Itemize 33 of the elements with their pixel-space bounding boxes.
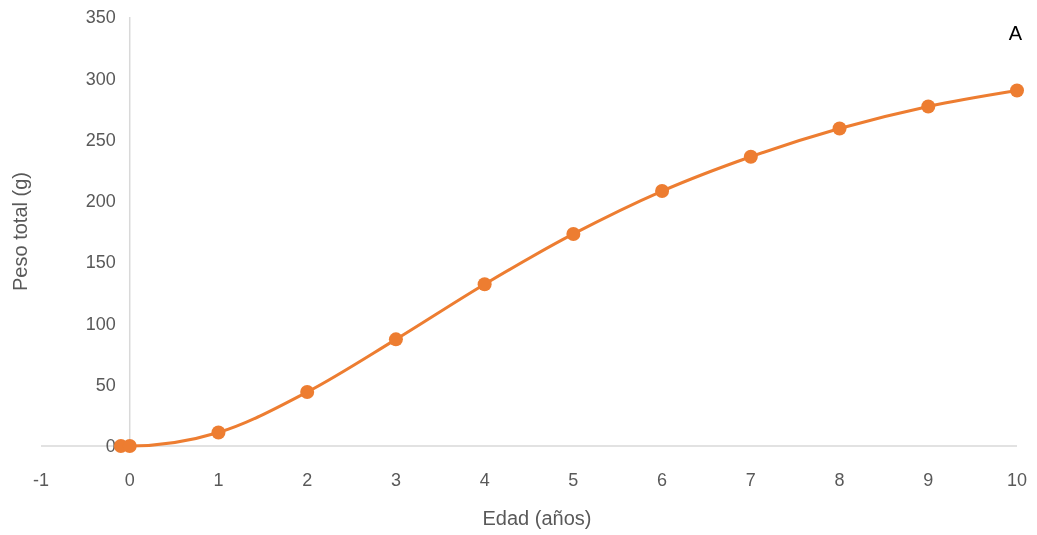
x-tick-label: 6 bbox=[657, 470, 668, 490]
y-tick-label: 200 bbox=[85, 191, 116, 212]
x-tick-label: 9 bbox=[923, 470, 934, 490]
point bbox=[566, 226, 581, 241]
x-tick-label: 8 bbox=[834, 470, 845, 490]
y-tick-label: 250 bbox=[85, 129, 116, 150]
x-tick-label: 5 bbox=[568, 470, 579, 490]
x-tick-label: 0 bbox=[124, 470, 135, 490]
y-tick-label: 50 bbox=[95, 375, 116, 396]
point bbox=[921, 99, 936, 114]
point bbox=[1010, 83, 1024, 98]
x-tick-label: 7 bbox=[745, 470, 756, 490]
point bbox=[300, 385, 315, 400]
y-tick-label: 350 bbox=[85, 7, 116, 28]
x-tick-label: 3 bbox=[390, 470, 401, 490]
point bbox=[477, 277, 492, 292]
point bbox=[388, 332, 403, 347]
x-tick-label: 1 bbox=[213, 470, 224, 490]
x-axis-title: Edad (años) bbox=[482, 507, 592, 529]
point bbox=[832, 121, 847, 136]
x-tick-label: 2 bbox=[302, 470, 313, 490]
point bbox=[743, 149, 758, 164]
point bbox=[211, 425, 226, 440]
x-tick-label: 10 bbox=[1006, 470, 1028, 490]
x-tick-label: 4 bbox=[479, 470, 490, 490]
y-tick-label: 0 bbox=[105, 436, 116, 457]
x-tick-label: -1 bbox=[32, 470, 50, 490]
y-tick-label: 150 bbox=[85, 252, 116, 273]
y-axis-title: Peso total (g) bbox=[9, 172, 31, 291]
annotation: A bbox=[1008, 22, 1023, 44]
point bbox=[655, 184, 670, 199]
y-tick-label: 300 bbox=[85, 68, 116, 89]
y-tick-label: 100 bbox=[85, 313, 116, 334]
